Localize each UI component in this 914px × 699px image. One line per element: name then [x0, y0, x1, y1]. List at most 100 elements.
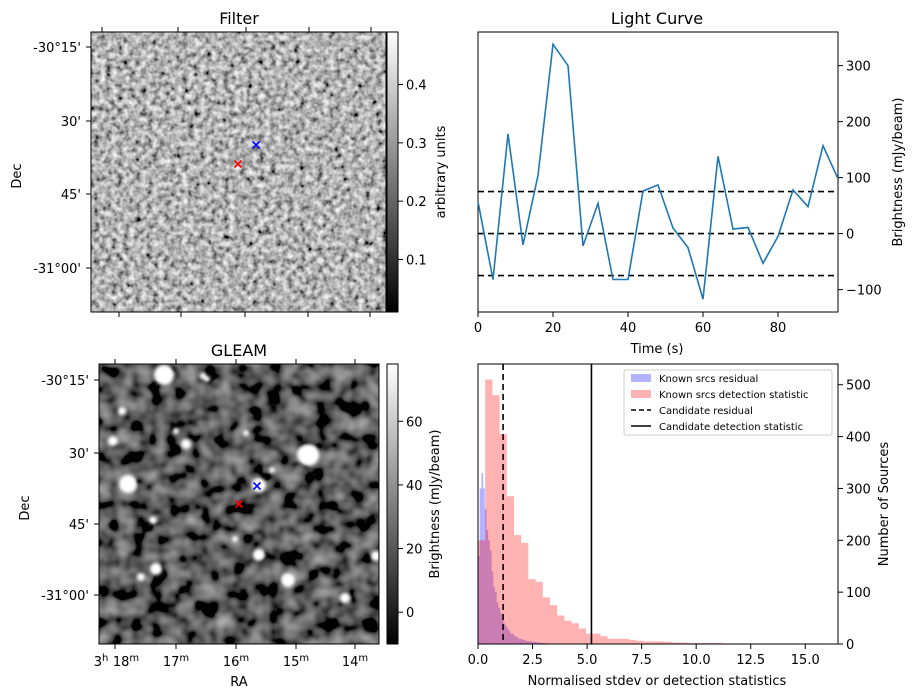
- gleam-xtick-unit: m: [179, 653, 189, 664]
- histogram-bar-detection: [622, 638, 630, 644]
- histogram-bar-residual: [515, 636, 518, 644]
- legend-box: [623, 369, 833, 436]
- histogram-bar-detection: [564, 620, 572, 644]
- histogram-bar-detection: [492, 395, 500, 644]
- gleam-source: [119, 475, 137, 493]
- gleam-xtick-unit: m: [299, 653, 309, 664]
- histogram-bar-residual: [517, 637, 519, 644]
- histogram-bar-residual: [478, 555, 480, 644]
- gleam-source: [269, 467, 275, 473]
- gleam-xtick-unit: m: [129, 653, 139, 664]
- lightcurve-xtick-label: 40: [620, 321, 637, 336]
- legend-label-residual: Known srcs residual: [659, 374, 758, 385]
- gleam-source: [204, 376, 210, 382]
- colorbar-tick-label: 0.4: [406, 79, 427, 94]
- histogram-legend: Known srcs residual Known srcs detection…: [623, 369, 833, 436]
- gleam-sources: [108, 365, 381, 603]
- histogram-bar-detection: [557, 615, 565, 644]
- histogram-xtick-label: 0.0: [468, 653, 489, 668]
- histogram-bar-residual: [525, 640, 528, 644]
- gleam-blue-marker: [252, 481, 262, 491]
- lightcurve-xtick-label: 20: [545, 321, 562, 336]
- gleam-source: [173, 428, 179, 434]
- histogram-bar-detection: [694, 642, 702, 644]
- gleam-top-ticks: [114, 359, 356, 364]
- gleam-xtick-label: 14m: [342, 653, 368, 670]
- histogram-bar-residual: [508, 631, 511, 644]
- histogram-bar-residual: [506, 628, 509, 644]
- gleam-xtick-unit: m: [239, 653, 249, 664]
- histogram-bar-detection: [701, 642, 709, 644]
- histogram-ytick-label: 200: [846, 534, 871, 549]
- lightcurve-xlabel: Time (s): [630, 342, 684, 357]
- gleam-source: [137, 573, 145, 581]
- histogram-bar-residual: [493, 586, 496, 644]
- filter-panel: Filter -30°15' 30' 45' -31°00' Dec 0: [10, 9, 449, 317]
- histogram-bar-residual: [491, 571, 494, 644]
- histogram-bar-residual: [498, 607, 501, 644]
- lightcurve-series-line: [477, 42, 839, 300]
- histogram-bar-residual: [479, 488, 482, 644]
- gleam-xtick-unit: m: [358, 653, 368, 664]
- colorbar-tick-label: 20: [406, 543, 423, 558]
- gleam-source: [154, 365, 174, 385]
- gleam-ytick-label: 30': [69, 447, 89, 462]
- gleam-bottom-ticks: [114, 644, 356, 649]
- histogram-bar-residual: [495, 592, 497, 644]
- filter-title: Filter: [219, 9, 259, 28]
- histogram-bar-residual: [537, 642, 540, 644]
- lightcurve-x-ticks: 0 20 40 60 80: [474, 312, 786, 336]
- histogram-bar-residual: [530, 641, 533, 644]
- histogram-bar-detection: [478, 540, 486, 644]
- gleam-red-marker: [234, 499, 244, 509]
- histogram-bar-detection: [665, 641, 673, 644]
- histogram-bar-detection: [658, 641, 666, 644]
- gleam-colorbar: [386, 363, 399, 645]
- gleam-xtick-label: 17m: [163, 653, 189, 670]
- lightcurve-panel: Light Curve 0 20 40 60 80 −100 0 100 200 300 Tim…: [474, 9, 906, 357]
- histogram-series-residual: [478, 472, 547, 644]
- histogram-bar-detection: [528, 579, 536, 644]
- histogram-bar-detection: [514, 535, 522, 644]
- histogram-bar-residual: [542, 642, 545, 644]
- filter-ylabel: Dec: [10, 163, 25, 188]
- colorbar-tick-label: 0: [406, 606, 414, 621]
- filter-bottom-ticks: [118, 312, 371, 317]
- histogram-bar-detection: [679, 642, 687, 644]
- gleam-source: [149, 516, 157, 524]
- colorbar-tick-label: 0.1: [406, 254, 427, 269]
- lightcurve-ytick-label: 300: [846, 60, 871, 75]
- histogram-y-ticks: 0 100 200 300 400 500: [838, 379, 871, 653]
- gleam-source: [181, 439, 191, 449]
- histogram-xtick-label: 15.0: [791, 653, 820, 668]
- filter-colorbar-label: arbitrary units: [434, 125, 449, 218]
- histogram-xtick-label: 10.0: [682, 653, 711, 668]
- gleam-colorbar-ticks: 0 20 40 60: [398, 415, 423, 621]
- histogram-bar-detection: [586, 633, 594, 644]
- histogram-bar-residual: [503, 623, 506, 644]
- filter-y-ticks: [86, 46, 91, 269]
- histogram-bar-residual: [489, 550, 492, 644]
- histogram-bar-residual: [496, 602, 499, 644]
- histogram-bar-residual: [539, 642, 541, 644]
- histogram-bar-detection: [542, 597, 550, 644]
- gleam-xtick-value: 15: [283, 655, 300, 670]
- lightcurve-ytick-label: 200: [846, 116, 871, 131]
- histogram-bar-detection: [686, 642, 694, 644]
- histogram-bar-residual: [544, 642, 547, 644]
- colorbar-tick-label: 0.3: [406, 137, 427, 152]
- filter-blue-marker: [251, 140, 261, 150]
- gleam-panel: GLEAM: [18, 341, 443, 690]
- histogram-bar-detection: [650, 641, 658, 644]
- histogram-bar-detection: [535, 581, 543, 644]
- gleam-xlabel: RA: [230, 675, 248, 690]
- histogram-ytick-label: 100: [846, 586, 871, 601]
- colorbar-tick-label: 0.2: [406, 195, 427, 210]
- histogram-bar-detection: [629, 639, 637, 644]
- gleam-xtick-label: 16m: [223, 653, 249, 670]
- gleam-ylabel: Dec: [18, 495, 33, 520]
- gleam-xtick-value: 17: [163, 655, 180, 670]
- gleam-source: [297, 444, 319, 466]
- histogram-bar-residual: [529, 641, 531, 644]
